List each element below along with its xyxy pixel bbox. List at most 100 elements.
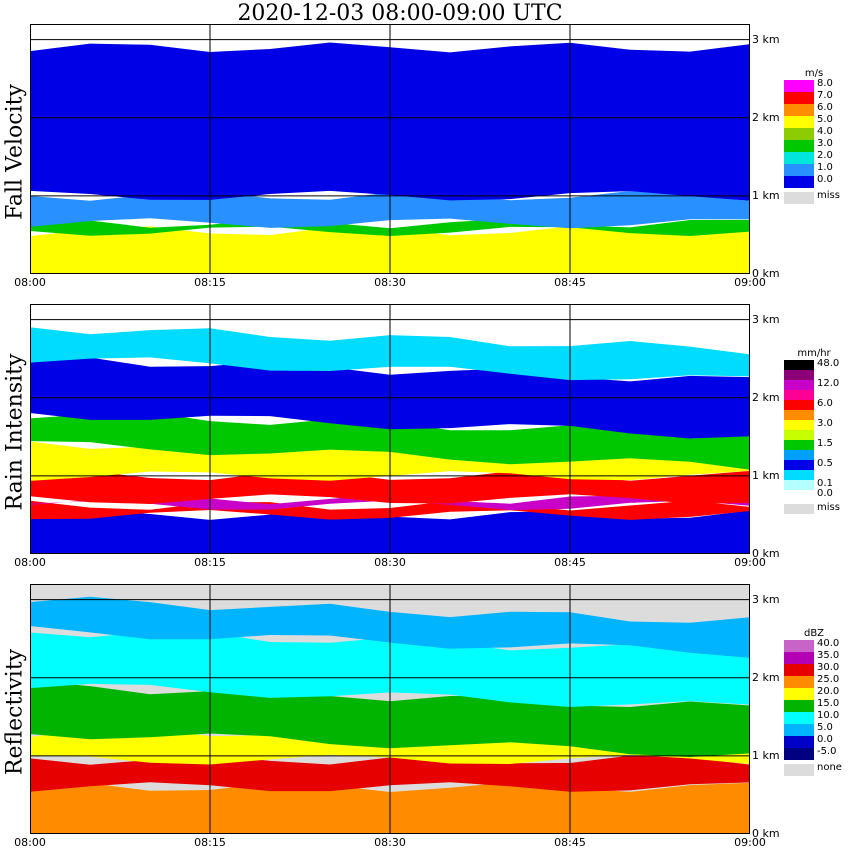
fall-velocity-legend-swatch — [784, 152, 814, 164]
reflectivity-legend-swatch — [784, 736, 814, 748]
rain-intensity-legend-swatch — [784, 360, 814, 370]
reflectivity-legend-swatch — [784, 664, 814, 676]
rain-intensity-x-tick: 08:45 — [554, 556, 586, 569]
reflectivity-legend-label: 20.0 — [817, 686, 840, 697]
reflectivity-legend-swatch — [784, 640, 814, 652]
reflectivity-x-tick: 08:45 — [554, 836, 586, 849]
rain-intensity-ylabel: Rain Intensity — [2, 353, 28, 510]
reflectivity-height-label: 2 km — [752, 670, 780, 684]
reflectivity-legend-swatch — [784, 764, 814, 776]
reflectivity-legend-label: 40.0 — [817, 638, 840, 649]
rain-intensity-legend-swatch — [784, 390, 814, 400]
reflectivity-legend-label: 15.0 — [817, 698, 840, 709]
fall-velocity-legend-swatch — [784, 164, 814, 176]
fall-velocity-x-tick: 08:45 — [554, 276, 586, 289]
fall-velocity-legend-swatch — [784, 80, 814, 92]
fall-velocity-height-label: 0 km — [752, 267, 780, 280]
reflectivity-x-tick: 08:30 — [374, 836, 406, 849]
reflectivity-height-label: 3 km — [752, 592, 780, 606]
rain-intensity-legend-swatch — [784, 490, 814, 500]
rain-intensity-legend-swatch — [784, 410, 814, 420]
fall-velocity-legend-swatch — [784, 128, 814, 140]
rain-intensity-x-tick: 08:00 — [14, 556, 46, 569]
fall-velocity-legend-label: 0.0 — [817, 174, 833, 185]
fall-velocity-legend-swatch — [784, 140, 814, 152]
fall-velocity-height-label: 3 km — [752, 32, 780, 46]
reflectivity-x-tick: 08:15 — [194, 836, 226, 849]
fall-velocity-legend-swatch — [784, 116, 814, 128]
rain-intensity-plot — [30, 304, 750, 554]
rain-intensity-frame — [30, 304, 750, 554]
fall-velocity-height-label: 1 km — [752, 188, 780, 202]
chart-title: 2020-12-03 08:00-09:00 UTC — [237, 1, 563, 26]
reflectivity-legend-unit: dBZ — [803, 628, 825, 639]
rain-intensity-heatmap-svg — [30, 304, 750, 554]
rain-intensity-height-label: 3 km — [752, 312, 780, 326]
fall-velocity-height-label: 2 km — [752, 110, 780, 124]
reflectivity-ylabel: Reflectivity — [2, 648, 28, 775]
fall-velocity-plot — [30, 24, 750, 274]
reflectivity-height-label: 1 km — [752, 748, 780, 762]
fall-velocity-x-tick: 09:00 — [734, 276, 766, 289]
rain-intensity-legend-swatch — [784, 450, 814, 460]
rain-intensity-x-tick: 08:15 — [194, 556, 226, 569]
rain-intensity-legend-swatch — [784, 440, 814, 450]
reflectivity-legend-swatch — [784, 676, 814, 688]
rain-intensity-legend-swatch — [784, 400, 814, 410]
reflectivity-frame — [30, 584, 750, 834]
reflectivity-x-tick: 09:00 — [734, 836, 766, 849]
reflectivity-legend: dBZ 40.0 35.0 30.0 25.0 20.0 15.0 10.0 5.0 0.0 -5… — [784, 628, 844, 798]
fall-velocity-frame — [30, 24, 750, 274]
reflectivity-legend-label: 30.0 — [817, 662, 840, 673]
fall-velocity-legend-swatch — [784, 192, 814, 204]
rain-intensity-legend-label: 0.1 — [817, 478, 833, 489]
rain-intensity-x-tick: 08:30 — [374, 556, 406, 569]
rain-intensity-legend-swatch — [784, 504, 814, 514]
rain-intensity-legend-swatch — [784, 370, 814, 380]
rain-intensity-legend-label: 0.5 — [817, 458, 833, 469]
reflectivity-legend-label: -5.0 — [817, 746, 837, 757]
fall-velocity-legend-label: 4.0 — [817, 126, 833, 137]
rain-intensity-legend-label: 12.0 — [817, 378, 840, 389]
fall-velocity-legend: m/s 8.0 7.0 6.0 5.0 4.0 3.0 2.0 1.0 0.0 miss — [784, 68, 844, 238]
reflectivity-legend-swatch — [784, 712, 814, 724]
reflectivity-legend-label: 0.0 — [817, 734, 833, 745]
fall-velocity-legend-unit: m/s — [804, 68, 824, 79]
rain-intensity-legend-swatch — [784, 460, 814, 470]
fall-velocity-x-tick: 08:00 — [14, 276, 46, 289]
reflectivity-legend-swatch — [784, 748, 814, 760]
reflectivity-legend-label: 25.0 — [817, 674, 840, 685]
fall-velocity-x-tick: 08:30 — [374, 276, 406, 289]
fall-velocity-legend-swatch — [784, 92, 814, 104]
fall-velocity-x-tick: 08:15 — [194, 276, 226, 289]
reflectivity-legend-label: none — [817, 762, 842, 773]
reflectivity-legend-label: 10.0 — [817, 710, 840, 721]
fall-velocity-legend-label: miss — [817, 190, 840, 201]
fall-velocity-heatmap-svg — [30, 24, 750, 274]
reflectivity-panel-label: Reflectivity — [0, 584, 30, 839]
reflectivity-plot — [30, 584, 750, 834]
rain-intensity-legend-unit: mm/hr — [797, 348, 831, 359]
rain-intensity-legend-label: miss — [817, 502, 840, 513]
fall-velocity-legend-label: 7.0 — [817, 90, 833, 101]
rain-intensity-height-label: 0 km — [752, 547, 780, 560]
rain-intensity-legend-label: 3.0 — [817, 418, 833, 429]
rain-intensity-legend-label: 48.0 — [817, 358, 840, 369]
reflectivity-legend-swatch — [784, 700, 814, 712]
fall-velocity-legend-label: 3.0 — [817, 138, 833, 149]
rain-intensity-legend-label: 6.0 — [817, 398, 833, 409]
reflectivity-legend-label: 35.0 — [817, 650, 840, 661]
fall-velocity-ylabel: Fall Velocity — [2, 83, 28, 220]
reflectivity-x-tick: 08:00 — [14, 836, 46, 849]
rain-intensity-panel-label: Rain Intensity — [0, 304, 30, 559]
rain-intensity-legend: mm/hr 48.0 12.0 6.0 3.0 1.5 0.5 0.1 0.0 miss — [784, 348, 844, 518]
fall-velocity-legend-swatch — [784, 176, 814, 188]
reflectivity-heatmap-svg — [30, 584, 750, 834]
rain-intensity-height-label: 2 km — [752, 390, 780, 404]
rain-intensity-legend-swatch — [784, 470, 814, 480]
rain-intensity-x-tick: 09:00 — [734, 556, 766, 569]
fall-velocity-legend-label: 6.0 — [817, 102, 833, 113]
rain-intensity-legend-swatch — [784, 480, 814, 490]
rain-intensity-legend-swatch — [784, 420, 814, 430]
reflectivity-legend-label: 5.0 — [817, 722, 833, 733]
